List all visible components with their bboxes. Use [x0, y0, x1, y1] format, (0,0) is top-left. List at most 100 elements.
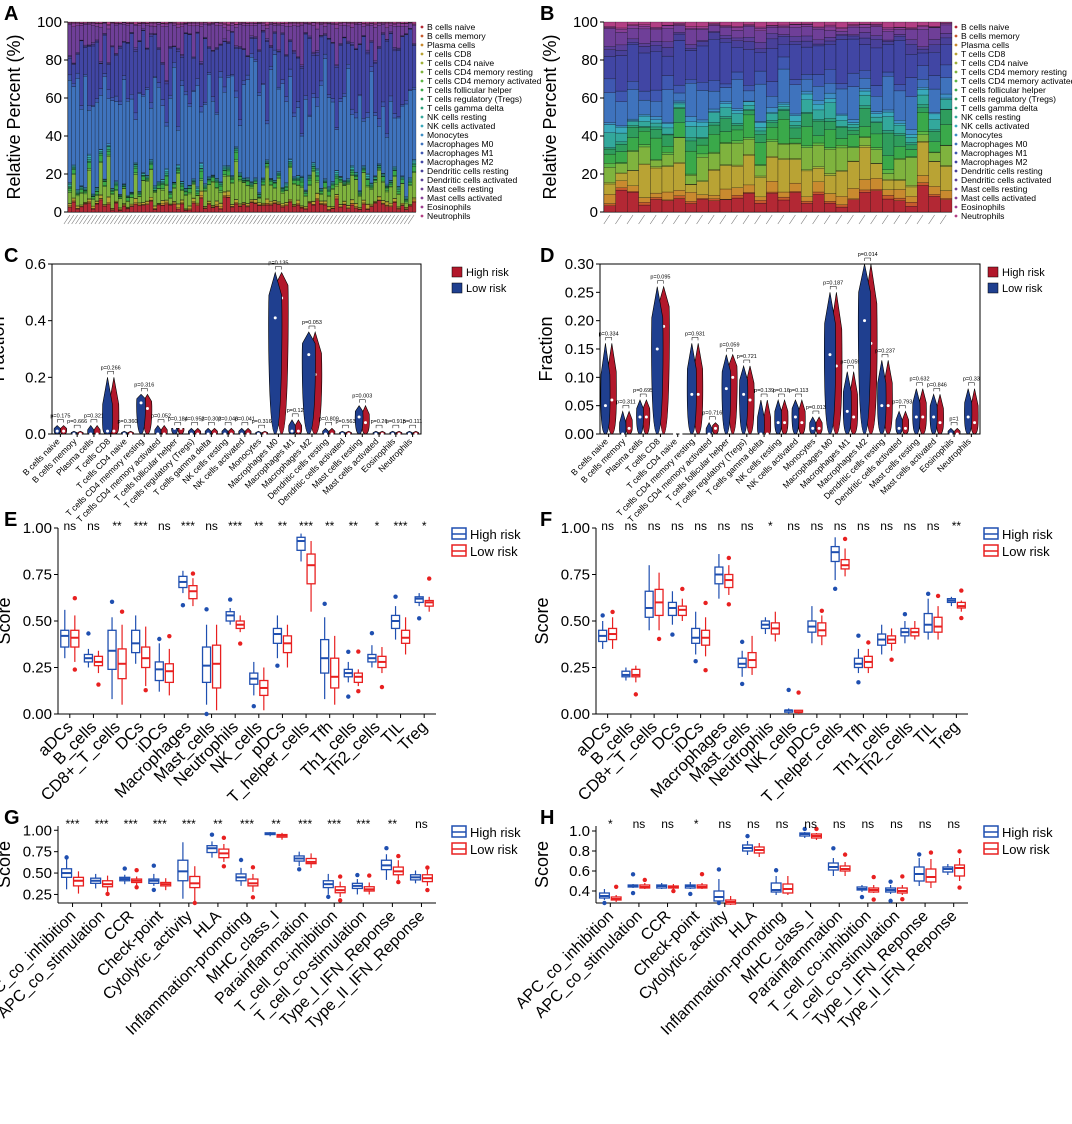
box-low-risk	[667, 884, 679, 894]
x-sample-tick	[210, 214, 218, 225]
bar-segment	[311, 21, 316, 23]
bar-segment	[392, 23, 397, 27]
bar-segment	[346, 68, 351, 179]
bar-segment	[160, 205, 165, 213]
bar-segment	[396, 49, 401, 117]
violin-high-risk	[901, 410, 910, 435]
bar-segment	[292, 116, 297, 177]
bar-segment	[315, 23, 320, 30]
bar-segment	[754, 42, 767, 49]
B-y-tick-label: 0	[590, 204, 598, 221]
bar-segment	[940, 77, 953, 95]
box-body	[306, 553, 316, 585]
bar-segment	[396, 23, 401, 27]
bar-segment	[67, 56, 72, 59]
bar-segment	[187, 192, 192, 195]
bar-segment	[381, 21, 386, 23]
bar-segment	[801, 93, 813, 100]
box-outlier	[192, 900, 197, 906]
bar-segment	[315, 170, 320, 174]
box-outlier	[167, 633, 172, 639]
bar-segment	[731, 129, 744, 141]
bar-segment	[754, 142, 767, 165]
bar-segment	[276, 202, 281, 204]
bar-segment	[253, 203, 258, 213]
bar-segment	[893, 159, 906, 180]
legend-entry: T cells follicular helper	[427, 85, 512, 95]
bar-segment	[195, 205, 200, 213]
bar-segment	[650, 167, 663, 194]
bar-segment	[342, 22, 347, 26]
bar-segment	[226, 29, 231, 42]
bar-segment	[253, 199, 258, 203]
violin-median-point	[213, 432, 217, 436]
bar-segment	[603, 56, 616, 80]
x-sample-tick	[707, 214, 715, 225]
bar-segment	[307, 114, 312, 117]
bar-segment	[261, 83, 266, 85]
bar-segment	[338, 179, 343, 181]
pvalue-bracket	[639, 393, 647, 397]
violin-low-risk	[204, 427, 212, 435]
bar-segment	[210, 50, 216, 52]
bar-segment	[392, 26, 397, 48]
bar-segment	[284, 21, 289, 24]
bar-segment	[369, 185, 374, 187]
bar-segment	[346, 205, 351, 208]
box-outlier	[959, 615, 964, 621]
bar-segment	[870, 121, 883, 123]
bar-segment	[731, 187, 744, 196]
violin-median-point	[627, 426, 631, 430]
significance-label: ***	[228, 519, 242, 533]
bar-segment	[214, 182, 219, 188]
bar-segment	[195, 33, 200, 79]
pvalue-label: p=0.013	[806, 405, 826, 411]
bar-segment	[230, 207, 235, 213]
bar-segment	[71, 86, 76, 166]
bar-segment	[719, 131, 732, 143]
bar-segment	[183, 189, 188, 191]
bar-segment	[315, 169, 320, 171]
bar-segment	[210, 101, 216, 176]
bar-segment	[75, 189, 80, 192]
bar-segment	[940, 97, 953, 100]
bar-segment	[396, 117, 401, 187]
sample-bar	[234, 21, 239, 213]
bar-segment	[176, 207, 181, 210]
significance-label: *	[768, 519, 773, 533]
bar-segment	[129, 21, 134, 23]
sample-bar	[249, 21, 254, 213]
violin-median-point	[783, 421, 787, 425]
bar-segment	[284, 204, 289, 206]
bar-segment	[334, 197, 339, 200]
bar-segment	[824, 29, 837, 38]
violin-high-risk	[227, 427, 235, 435]
legend-entry: NK cells activated	[427, 121, 496, 131]
x-sample-tick	[168, 214, 175, 225]
bar-segment	[777, 143, 790, 159]
bar-segment	[326, 94, 332, 98]
bar-segment	[102, 33, 107, 36]
bar-segment	[268, 204, 274, 213]
bar-segment	[603, 124, 616, 133]
bar-segment	[98, 151, 103, 154]
violin-low-risk	[739, 364, 749, 435]
bar-segment	[350, 114, 355, 166]
bar-segment	[156, 24, 161, 48]
bar-segment	[226, 195, 231, 198]
bar-segment	[311, 25, 316, 53]
bar-segment	[94, 188, 100, 191]
pvalue-label: p=0.334	[599, 331, 619, 337]
significance-label: **	[952, 519, 962, 533]
bar-segment	[346, 43, 351, 65]
bar-segment	[365, 185, 370, 188]
bar-segment	[743, 101, 755, 106]
bar-segment	[183, 191, 188, 195]
bar-segment	[373, 61, 378, 64]
bar-segment	[218, 71, 223, 78]
bar-segment	[129, 194, 134, 198]
violin-high-risk	[244, 427, 252, 435]
legend-entry: Dendritic cells activated	[961, 175, 1051, 185]
bar-segment	[79, 21, 84, 24]
box-low-risk	[259, 667, 269, 711]
